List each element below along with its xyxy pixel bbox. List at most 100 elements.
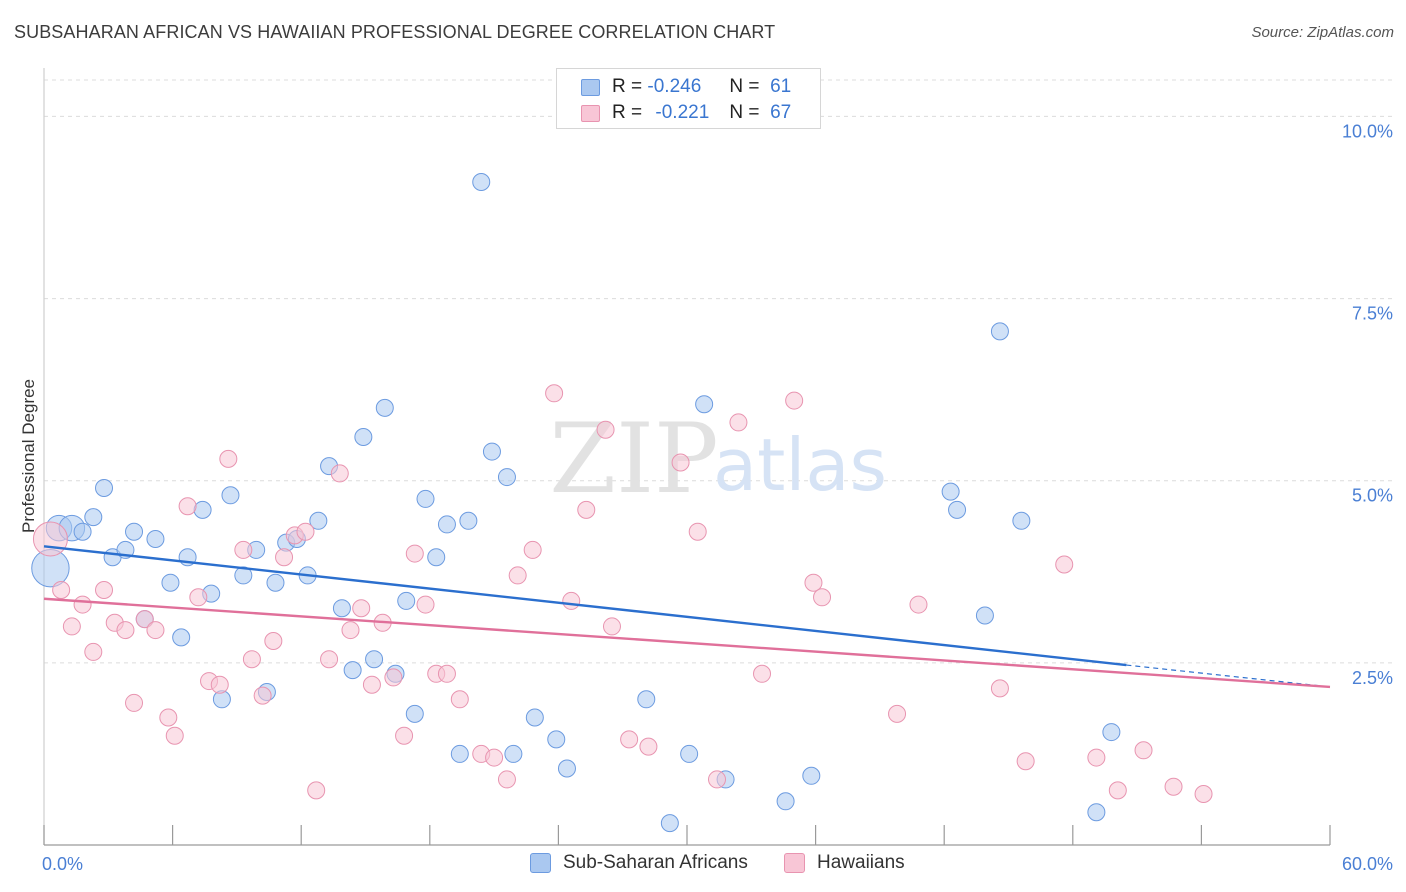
- hawaiian-point: [688, 522, 707, 541]
- subsaharan-point: [941, 482, 960, 501]
- hawaiian-point: [729, 413, 748, 432]
- chart-title: SUBSAHARAN AFRICAN VS HAWAIIAN PROFESSIO…: [14, 22, 776, 42]
- subsaharan-point: [193, 500, 212, 519]
- subsaharan-point: [472, 173, 491, 191]
- subsaharan-point: [450, 744, 469, 763]
- axes: [43, 68, 1331, 846]
- watermark: ZIP atlas: [549, 403, 887, 515]
- hawaiian-point: [275, 548, 294, 567]
- hawaiian-point: [577, 500, 596, 519]
- legend-row-hawaiian: R = -0.221 N = 67: [581, 101, 791, 125]
- subsaharan-point: [975, 606, 994, 625]
- subsaharan-point: [1087, 803, 1106, 822]
- hawaiian-point: [450, 690, 469, 709]
- x-tick-label-min: 0.0%: [42, 854, 83, 874]
- legend-item-subsaharan: Sub-Saharan Africans: [530, 852, 748, 874]
- hawaiian-point: [437, 664, 456, 683]
- subsaharan-point: [161, 573, 180, 592]
- hawaiian-point: [253, 686, 272, 705]
- legend-row-subsaharan: R = -0.246 N = 61: [581, 75, 791, 99]
- watermark-zip: ZIP: [549, 403, 718, 515]
- hawaiian-point: [405, 544, 424, 563]
- hawaiian-point: [62, 617, 81, 636]
- x-tick-label-max: 60.0%: [1342, 854, 1393, 874]
- hawaiian-point: [320, 650, 339, 669]
- hawaiian-point: [178, 497, 197, 516]
- subsaharan-point: [497, 468, 516, 487]
- subsaharan-point: [95, 479, 114, 497]
- subsaharan-point: [221, 486, 240, 505]
- subsaharan-point: [660, 814, 679, 833]
- subsaharan-point: [397, 591, 416, 610]
- hawaiian-point: [639, 737, 658, 756]
- subsaharan-point: [172, 628, 191, 647]
- legend-label-subsaharan: Sub-Saharan Africans: [563, 852, 748, 873]
- trend-lines: [43, 545, 1331, 689]
- hawaiian-point: [165, 726, 184, 745]
- hawaiian-point: [242, 650, 261, 669]
- hawaiian-point: [813, 588, 832, 607]
- hawaiian-point: [125, 693, 144, 712]
- hawaiian-point: [785, 391, 804, 410]
- hawaiian-point: [395, 726, 414, 745]
- hawaiian-point: [32, 521, 68, 557]
- hawaiian-point: [497, 770, 516, 789]
- hawaiian-point: [95, 581, 114, 599]
- legend-swatch-hawaiian: [784, 853, 805, 873]
- subsaharan-point: [332, 599, 351, 618]
- hawaiian-point: [753, 664, 772, 683]
- y-tick-label: 5.0%: [1352, 486, 1393, 506]
- legend-n-value: 67: [770, 102, 792, 123]
- hawaiian-point: [362, 675, 381, 694]
- hawaiian-point: [52, 581, 71, 599]
- subsaharan-point: [84, 508, 103, 527]
- hawaiian-point: [330, 464, 349, 483]
- data-points: [31, 173, 1213, 833]
- subsaharan-point: [637, 690, 656, 709]
- legend-swatch-subsaharan: [530, 853, 551, 873]
- hawaiian-point: [596, 420, 615, 439]
- subsaharan-point: [146, 530, 165, 548]
- hawaiian-point: [1108, 781, 1127, 800]
- hawaiian-point: [1134, 741, 1153, 760]
- legend-r-value: -0.246: [647, 76, 702, 97]
- hawaiian-point: [602, 617, 621, 636]
- subsaharan-point: [375, 398, 394, 417]
- hawaiian-point: [189, 588, 208, 607]
- correlation-legend: R = -0.246 N = 61 R = -0.221 N = 67: [556, 68, 821, 129]
- subsaharan-point: [482, 442, 501, 461]
- y-tick-labels: 2.5% 5.0% 7.5% 10.0%: [1342, 121, 1393, 687]
- source-label: Source: ZipAtlas.com: [1251, 24, 1394, 41]
- y-tick-label: 7.5%: [1352, 304, 1393, 324]
- hawaiian-point: [146, 621, 165, 640]
- legend-r-label: R =: [612, 76, 643, 97]
- subsaharan-point: [695, 395, 714, 414]
- hawaiian-point: [116, 621, 135, 640]
- y-tick-label: 2.5%: [1352, 668, 1393, 688]
- legend-r-label: R =: [612, 102, 643, 123]
- hawaiian-point: [671, 453, 690, 472]
- subsaharan-point: [73, 522, 92, 541]
- subsaharan-point: [343, 661, 362, 680]
- legend-item-hawaiian: Hawaiians: [784, 852, 905, 874]
- legend-r-value: -0.221: [655, 102, 710, 123]
- subsaharan-point: [125, 522, 144, 541]
- legend-n-label: N =: [729, 76, 760, 97]
- subsaharan-point: [437, 515, 456, 534]
- hawaiian-point: [352, 599, 371, 618]
- hawaiian-point: [620, 730, 639, 749]
- hawaiian-trend-line: [43, 597, 1331, 689]
- subsaharan-point: [1012, 511, 1031, 530]
- subsaharan-point: [990, 322, 1009, 341]
- subsaharan-point: [547, 730, 566, 749]
- hawaiian-point: [210, 675, 229, 694]
- subsaharan-trend-line: [43, 545, 1127, 667]
- subsaharan-point: [557, 759, 576, 778]
- hawaiian-point: [384, 668, 403, 687]
- hawaiian-point: [416, 595, 435, 614]
- hawaiian-point: [84, 642, 103, 661]
- subsaharan-point: [266, 573, 285, 592]
- watermark-atlas: atlas: [713, 423, 887, 507]
- hawaiian-point: [523, 540, 542, 559]
- hawaiian-point: [888, 704, 907, 723]
